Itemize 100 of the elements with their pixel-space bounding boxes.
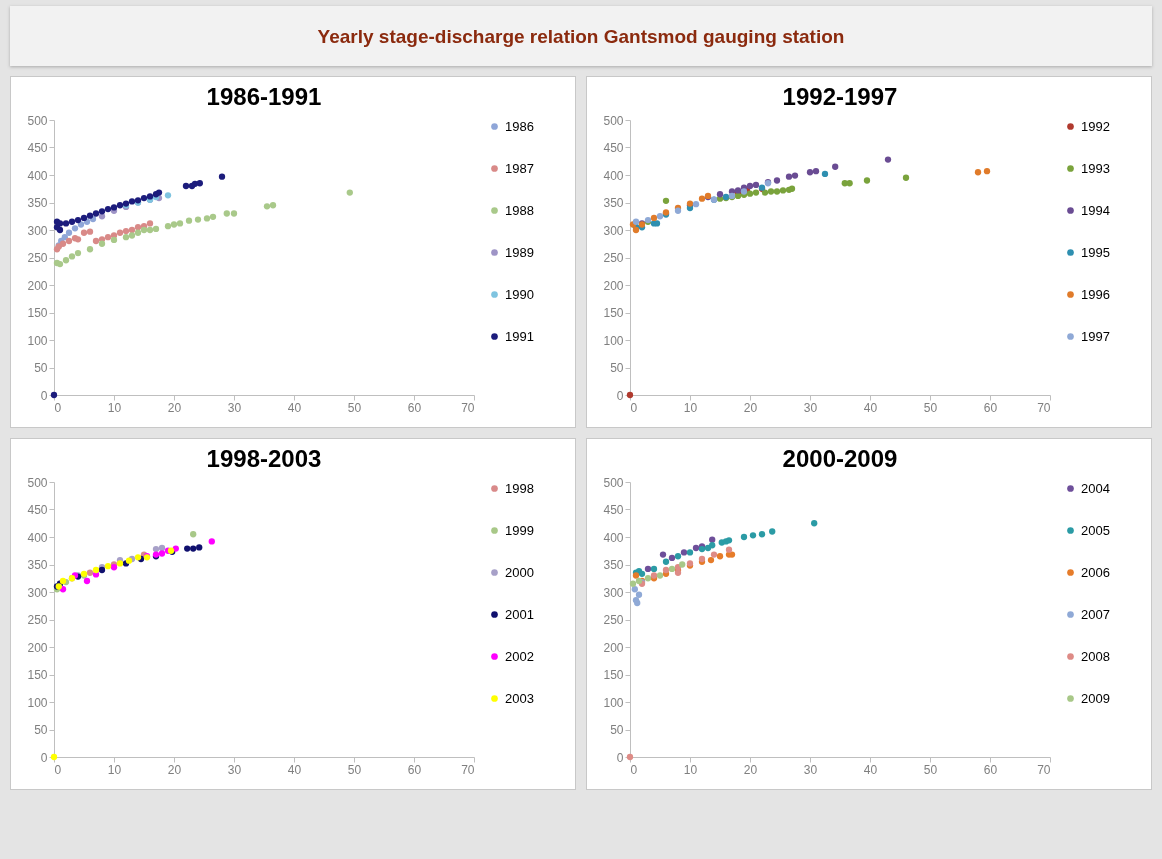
legend-label: 1991 — [505, 328, 534, 344]
x-tick-label: 40 — [863, 762, 878, 777]
x-tick-label: 70 — [461, 762, 475, 777]
y-tick-label: 250 — [603, 613, 624, 627]
legend-label: 1989 — [505, 244, 534, 260]
legend-label: 1990 — [505, 286, 534, 302]
y-tick-label: 200 — [603, 640, 624, 655]
y-tick-label: 100 — [27, 333, 48, 348]
y-tick-label: 400 — [603, 168, 624, 183]
x-tick-label: 0 — [630, 762, 638, 777]
y-tick-label: 0 — [40, 750, 48, 765]
y-tick-label: 150 — [27, 306, 48, 320]
y-tick-label: 500 — [27, 113, 48, 128]
x-tick-label: 50 — [347, 762, 362, 777]
y-tick-label: 200 — [27, 278, 48, 293]
y-tick-label: 500 — [603, 475, 624, 490]
x-tick-label: 10 — [683, 400, 698, 415]
legend-label: 2009 — [1081, 690, 1110, 706]
y-tick-label: 100 — [27, 695, 48, 710]
x-tick-label: 30 — [227, 400, 242, 415]
x-tick-label: 20 — [167, 400, 182, 415]
x-tick-label: 50 — [923, 762, 938, 777]
y-tick-label: 400 — [27, 168, 48, 183]
legend-label: 2005 — [1081, 522, 1110, 538]
legend-label: 2003 — [505, 690, 534, 706]
y-tick-label: 300 — [27, 223, 48, 238]
legend-label: 1993 — [1081, 160, 1110, 176]
x-tick-label: 10 — [107, 762, 122, 777]
x-tick-label: 10 — [683, 762, 698, 777]
chart-title: 1992-1997 — [782, 83, 898, 110]
y-tick-label: 250 — [27, 613, 48, 627]
legend-label: 1988 — [505, 202, 534, 218]
chart-title: 1986-1991 — [206, 83, 322, 110]
y-tick-label: 450 — [603, 141, 624, 155]
y-tick-label: 100 — [603, 333, 624, 348]
y-tick-label: 350 — [603, 196, 624, 210]
y-tick-label: 250 — [27, 251, 48, 265]
x-tick-label: 0 — [630, 400, 638, 415]
x-tick-label: 60 — [407, 400, 422, 415]
x-tick-label: 30 — [227, 762, 242, 777]
x-tick-label: 40 — [863, 400, 878, 415]
y-tick-label: 450 — [27, 503, 48, 517]
y-tick-label: 150 — [603, 668, 624, 682]
chart-title: 2000-2009 — [782, 445, 898, 472]
legend-label: 2007 — [1081, 606, 1110, 622]
y-tick-label: 400 — [27, 530, 48, 545]
legend-label: 1997 — [1081, 328, 1110, 344]
y-tick-label: 50 — [610, 361, 624, 375]
y-tick-label: 450 — [603, 503, 624, 517]
chart-title: 1998-2003 — [206, 445, 322, 472]
legend-label: 1986 — [505, 118, 534, 134]
y-tick-label: 0 — [616, 388, 624, 403]
legend-label: 2001 — [505, 606, 534, 622]
x-tick-label: 30 — [803, 400, 818, 415]
y-tick-label: 200 — [603, 278, 624, 293]
y-tick-label: 50 — [610, 723, 624, 737]
y-tick-label: 300 — [603, 585, 624, 600]
x-tick-label: 70 — [461, 400, 475, 415]
x-tick-label: 60 — [407, 762, 422, 777]
legend-label: 2002 — [505, 648, 534, 664]
x-tick-label: 20 — [743, 762, 758, 777]
x-tick-label: 70 — [1037, 400, 1051, 415]
y-tick-label: 300 — [603, 223, 624, 238]
y-tick-label: 500 — [603, 113, 624, 128]
x-tick-label: 10 — [107, 400, 122, 415]
legend-label: 2004 — [1081, 480, 1110, 496]
x-tick-label: 50 — [347, 400, 362, 415]
y-tick-label: 150 — [603, 306, 624, 320]
x-tick-label: 40 — [287, 400, 302, 415]
y-tick-label: 50 — [34, 361, 48, 375]
legend-label: 1992 — [1081, 118, 1110, 134]
y-tick-label: 350 — [27, 196, 48, 210]
x-tick-label: 30 — [803, 762, 818, 777]
legend-label: 1995 — [1081, 244, 1110, 260]
y-tick-label: 100 — [603, 695, 624, 710]
y-tick-label: 150 — [27, 668, 48, 682]
y-tick-label: 400 — [603, 530, 624, 545]
y-tick-label: 0 — [40, 388, 48, 403]
y-tick-label: 0 — [616, 750, 624, 765]
y-tick-label: 200 — [27, 640, 48, 655]
legend-label: 2006 — [1081, 564, 1110, 580]
y-tick-label: 350 — [603, 558, 624, 572]
legend-label: 1987 — [505, 160, 534, 176]
x-tick-label: 40 — [287, 762, 302, 777]
x-tick-label: 20 — [167, 762, 182, 777]
legend-label: 1996 — [1081, 286, 1110, 302]
x-tick-label: 0 — [54, 762, 62, 777]
y-tick-label: 350 — [27, 558, 48, 572]
y-tick-label: 450 — [27, 141, 48, 155]
x-tick-label: 70 — [1037, 762, 1051, 777]
legend-label: 1998 — [505, 480, 534, 496]
legend-label: 1999 — [505, 522, 534, 538]
x-tick-label: 0 — [54, 400, 62, 415]
x-tick-label: 60 — [983, 762, 998, 777]
x-tick-label: 50 — [923, 400, 938, 415]
legend-label: 1994 — [1081, 202, 1110, 218]
text: Yearly stage-discharge relation Gantsmod gauging station — [10, 6, 1152, 66]
y-tick-label: 300 — [27, 585, 48, 600]
legend-label: 2000 — [505, 564, 534, 580]
y-tick-label: 500 — [27, 475, 48, 490]
